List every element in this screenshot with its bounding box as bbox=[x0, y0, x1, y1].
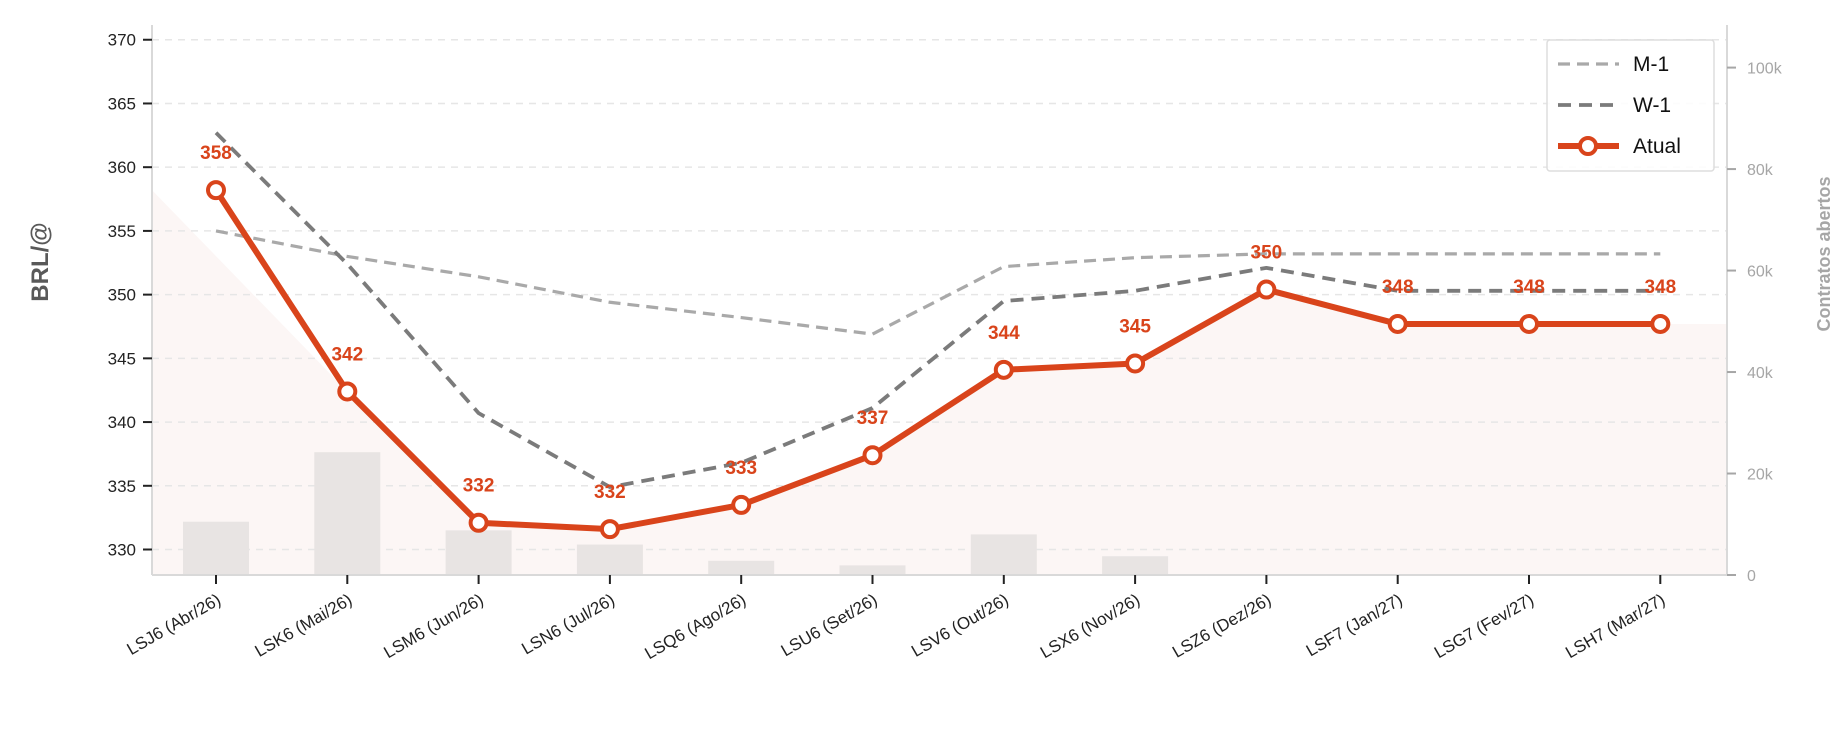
data-label: 350 bbox=[1251, 243, 1283, 264]
y-tick-label: 330 bbox=[108, 541, 136, 560]
data-label: 337 bbox=[857, 408, 889, 429]
data-label: 332 bbox=[594, 482, 626, 503]
open-interest-bar bbox=[314, 452, 381, 575]
open-interest-bars bbox=[183, 452, 1169, 575]
legend-label: Atual bbox=[1633, 135, 1681, 158]
atual-point bbox=[1125, 353, 1146, 374]
data-labels: 358 342 332 332 333 337 344 345 350 348 348 348 bbox=[200, 143, 1676, 503]
open-interest-bar bbox=[576, 544, 643, 575]
secondary-y-axis-label: Contratos abertos bbox=[1814, 176, 1834, 331]
left-y-axis-ticks: 330 335 340 345 350 355 360 365 370 bbox=[108, 31, 152, 560]
y2-tick-label: 60k bbox=[1747, 264, 1774, 281]
y-tick-label: 370 bbox=[108, 31, 136, 50]
data-label: 345 bbox=[1119, 316, 1151, 337]
series-lines bbox=[213, 131, 1661, 533]
data-label: 342 bbox=[331, 344, 363, 365]
atual-point bbox=[862, 445, 883, 466]
y2-tick-label: 20k bbox=[1747, 467, 1774, 484]
y-tick-label: 360 bbox=[108, 158, 136, 177]
atual-markers bbox=[206, 180, 1671, 540]
atual-point bbox=[337, 381, 358, 402]
data-label: 348 bbox=[1513, 277, 1545, 298]
y-tick-label: 335 bbox=[108, 477, 136, 496]
atual-point bbox=[599, 519, 620, 540]
y-axis-label: BRL/@ bbox=[27, 222, 54, 301]
atual-point bbox=[1256, 279, 1277, 300]
atual-point bbox=[1519, 313, 1539, 334]
legend-box bbox=[1546, 39, 1715, 172]
data-label: 333 bbox=[725, 458, 757, 479]
y2-tick-label: 0 bbox=[1747, 568, 1756, 585]
y-tick-label: 355 bbox=[108, 222, 136, 241]
y2-tick-label: 100k bbox=[1747, 61, 1783, 78]
open-interest-bar bbox=[970, 534, 1037, 575]
y2-tick-label: 40k bbox=[1747, 365, 1774, 382]
gridlines bbox=[152, 38, 1727, 551]
series-line-atual bbox=[213, 188, 1661, 533]
right-y-axis-ticks: 0 20k 40k 60k 80k 100k bbox=[1727, 61, 1783, 585]
legend: M-1 W-1 Atual bbox=[1546, 39, 1715, 172]
open-interest-bar bbox=[183, 521, 249, 575]
atual-point bbox=[468, 512, 489, 533]
legend-label: W-1 bbox=[1633, 94, 1671, 117]
y-tick-label: 340 bbox=[108, 413, 136, 432]
open-interest-bar bbox=[839, 565, 906, 575]
y-tick-label: 350 bbox=[108, 286, 136, 305]
data-label: 344 bbox=[988, 323, 1020, 344]
atual-point bbox=[206, 180, 226, 201]
data-label: 332 bbox=[463, 476, 495, 497]
price-area-fill bbox=[152, 190, 1727, 575]
legend-label: M-1 bbox=[1633, 53, 1669, 76]
atual-point bbox=[1387, 313, 1408, 334]
open-interest-bar bbox=[708, 560, 775, 575]
data-label: 348 bbox=[1382, 277, 1414, 298]
open-interest-bar bbox=[445, 530, 512, 575]
data-label: 358 bbox=[200, 143, 232, 164]
open-interest-bar bbox=[1102, 556, 1169, 575]
data-label: 348 bbox=[1644, 277, 1676, 298]
legend-marker bbox=[1578, 136, 1598, 156]
y2-tick-label: 80k bbox=[1747, 162, 1774, 179]
y-tick-label: 365 bbox=[108, 94, 136, 113]
atual-point bbox=[731, 494, 752, 515]
axes bbox=[151, 25, 1728, 576]
atual-point bbox=[993, 359, 1014, 380]
atual-point bbox=[1650, 313, 1671, 334]
y-tick-label: 345 bbox=[108, 349, 136, 368]
